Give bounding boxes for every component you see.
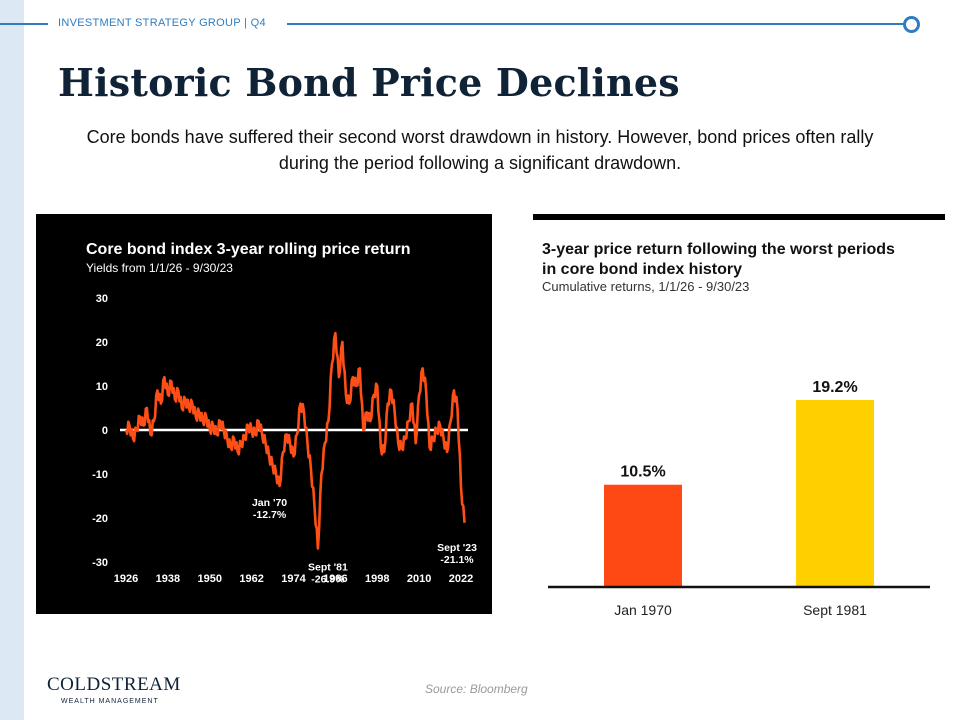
section-header-label: INVESTMENT STRATEGY GROUP | Q4 [58, 17, 266, 29]
company-logo-tagline: WEALTH MANAGEMENT [61, 698, 159, 705]
line-chart-panel: Core bond index 3-year rolling price ret… [36, 214, 492, 614]
line-chart: Core bond index 3-year rolling price ret… [86, 241, 477, 585]
annotation-label: Sept '81 [308, 561, 348, 573]
line-chart-title: Core bond index 3-year rolling price ret… [86, 241, 411, 258]
annotation-value: -21.1% [440, 554, 474, 566]
x-tick-label: 1998 [365, 573, 389, 585]
y-tick-label: 20 [96, 337, 108, 349]
header-rule-left [0, 23, 48, 25]
y-tick-label: -20 [92, 513, 108, 525]
bar-chart: 3-year price return following the worst … [533, 214, 945, 618]
bar-chart-title-line2: in core bond index history [542, 261, 742, 278]
bar-value-label: 19.2% [812, 379, 857, 396]
header-rule-end-circle [903, 16, 920, 33]
left-accent-band [0, 0, 24, 720]
annotation-value: -26.9% [311, 573, 345, 585]
y-tick-label: 10 [96, 381, 108, 393]
line-chart-subtitle: Yields from 1/1/26 - 9/30/23 [86, 261, 233, 275]
y-tick-label: 0 [102, 425, 108, 437]
bar-category-label: Jan 1970 [614, 602, 672, 618]
x-tick-label: 2022 [449, 573, 473, 585]
price-return-series-line [124, 331, 466, 550]
slide-title: Historic Bond Price Declines [58, 60, 680, 105]
bar-1 [604, 484, 682, 587]
x-tick-label: 1950 [198, 573, 222, 585]
y-tick-label: -10 [92, 469, 108, 481]
annotation-label: Jan '70 [252, 497, 287, 509]
y-tick-label: -30 [92, 557, 108, 569]
x-tick-label: 1938 [156, 573, 180, 585]
bar-category-label: Sept 1981 [803, 602, 867, 618]
x-tick-label: 1974 [281, 573, 306, 585]
bar-chart-title-line1: 3-year price return following the worst … [542, 241, 895, 258]
header-rule-right [287, 23, 905, 25]
bar-chart-panel: 3-year price return following the worst … [530, 214, 948, 634]
x-tick-label: 1962 [239, 573, 263, 585]
x-tick-label: 2010 [407, 573, 431, 585]
bar-value-label: 10.5% [620, 464, 665, 481]
bar-2 [796, 400, 874, 587]
bar-chart-subtitle: Cumulative returns, 1/1/26 - 9/30/23 [542, 279, 749, 294]
source-note: Source: Bloomberg [425, 682, 528, 696]
x-tick-label: 1986 [323, 573, 347, 585]
y-tick-label: 30 [96, 293, 108, 305]
company-logo-wordmark: COLDSTREAM [47, 674, 181, 695]
annotation-value: -12.7% [253, 509, 287, 521]
bar-chart-top-rule [533, 214, 945, 220]
annotation-label: Sept '23 [437, 542, 477, 554]
x-tick-label: 1926 [114, 573, 138, 585]
slide-subtitle: Core bonds have suffered their second wo… [86, 127, 874, 173]
